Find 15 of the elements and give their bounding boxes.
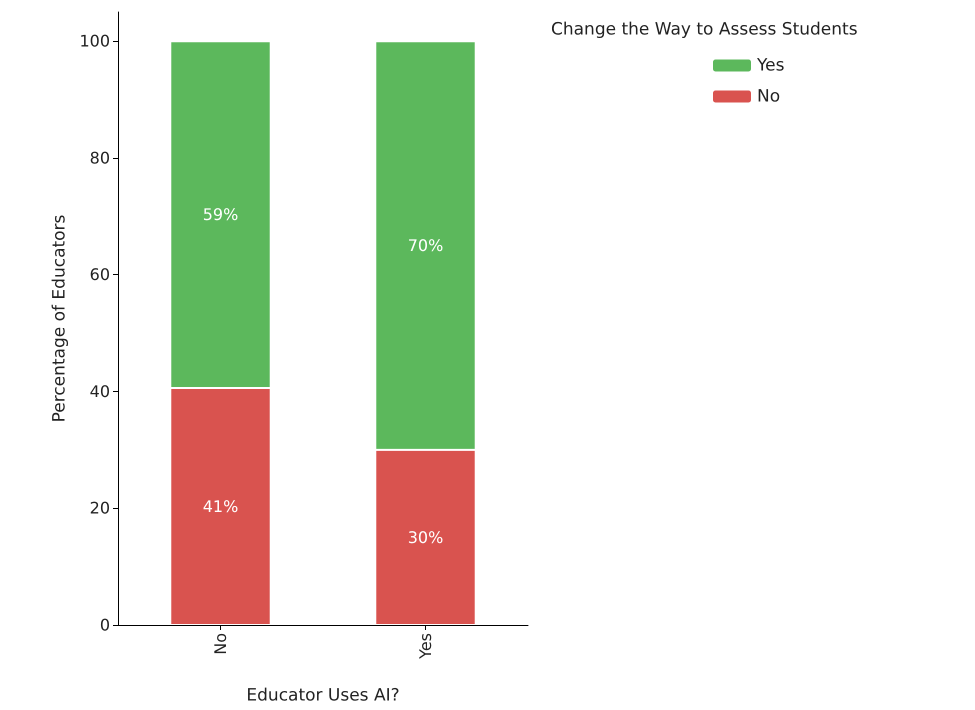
legend-label: No xyxy=(757,86,780,106)
y-axis-title: Percentage of Educators xyxy=(50,214,70,422)
data-label: 70% xyxy=(408,236,444,256)
y-tick-label: 80 xyxy=(90,148,110,168)
data-label: 59% xyxy=(202,205,238,224)
y-tick-label: 40 xyxy=(90,382,110,401)
data-label: 41% xyxy=(202,496,238,516)
y-tick-label: 100 xyxy=(79,32,110,51)
y-tick-label: 0 xyxy=(100,616,110,634)
y-tick-label: 60 xyxy=(90,265,110,284)
legend-title: Change the Way to Assess Students xyxy=(551,20,858,40)
x-axis-title: Educator Uses AI? xyxy=(246,686,400,706)
legend-label: Yes xyxy=(756,56,785,76)
y-tick-label: 20 xyxy=(90,498,110,518)
data-label: 30% xyxy=(408,528,444,547)
